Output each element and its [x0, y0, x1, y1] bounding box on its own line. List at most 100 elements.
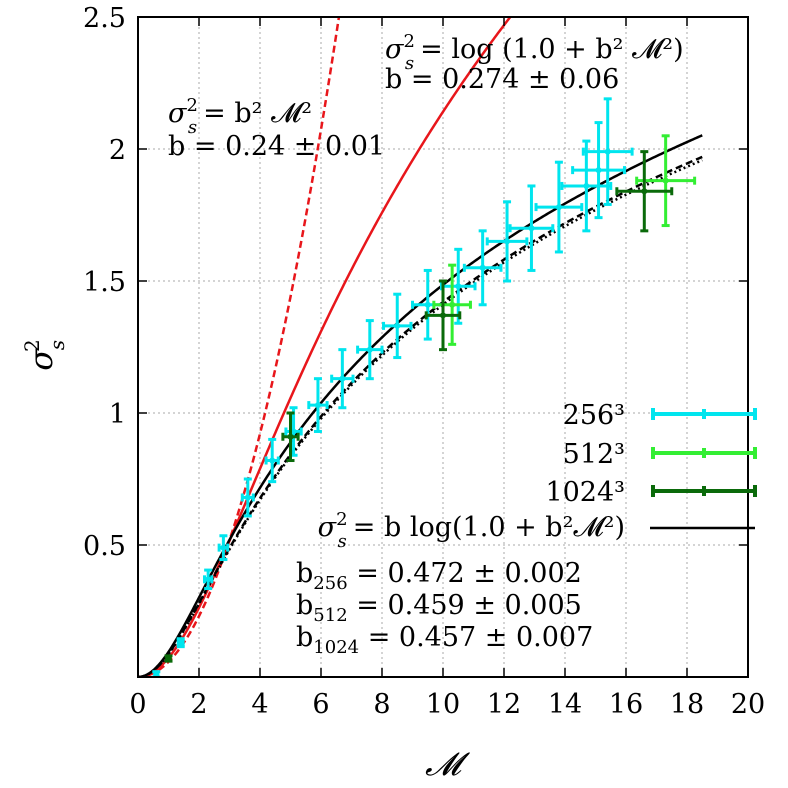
data-point — [356, 319, 384, 381]
legend-fit-label: σ2 s = b log(1.0 + b²𝓜²) — [318, 509, 625, 552]
series-0 — [152, 97, 634, 677]
point-marker — [177, 639, 184, 646]
data-point — [432, 263, 472, 346]
point-marker — [662, 177, 669, 184]
data-point — [462, 229, 503, 307]
fit-b-sub: 1024 — [313, 637, 359, 658]
legend-swatch-2 — [651, 485, 757, 497]
x-tick-label: 20 — [731, 689, 765, 720]
fit-lhs-main: σ — [318, 512, 338, 543]
x-tick-label: 2 — [190, 689, 207, 720]
point-marker — [287, 433, 294, 440]
data-point — [281, 411, 300, 463]
point-marker — [394, 322, 401, 329]
fit-b-sub: 256 — [313, 573, 347, 594]
fit-b-value: = 0.459 ± 0.005 — [348, 590, 582, 621]
log-lhs-sup: 2 — [403, 31, 414, 52]
model-curve-log-model — [138, 17, 512, 677]
point-marker — [244, 494, 251, 501]
point-marker — [504, 238, 511, 245]
data-point — [152, 670, 161, 677]
y-axis-title: σ2s — [20, 339, 69, 371]
point-marker — [479, 264, 486, 271]
y-axis-title-sup: 2 — [20, 339, 44, 352]
fit-b-main: b — [296, 622, 313, 653]
fit-b-line-0: b256 = 0.472 ± 0.002 — [296, 558, 582, 594]
plot-frame — [137, 16, 749, 678]
data-point — [508, 184, 555, 272]
fit-b-value: = 0.457 ± 0.007 — [359, 622, 593, 653]
point-marker — [440, 312, 446, 319]
log-lhs-sub: s — [405, 53, 414, 74]
series-2 — [164, 150, 674, 663]
y-tick-label: 1 — [109, 399, 126, 430]
point-marker — [269, 457, 276, 464]
data-point — [534, 160, 584, 254]
fit-b-line-2: b1024 = 0.457 ± 0.007 — [296, 622, 593, 658]
data-point — [264, 437, 280, 484]
data-point — [284, 406, 303, 457]
point-marker — [641, 188, 648, 195]
x-tick-label: 8 — [373, 689, 390, 720]
data-point — [330, 348, 355, 410]
y-axis-title-sub: s — [45, 340, 69, 350]
axis-ticks: 0 2 4 6 8 10 12 14 16 18 20 0.5 1 1.5 2 2.5 — [83, 3, 765, 720]
legend-swatch-1 — [651, 447, 757, 459]
data-point — [176, 637, 185, 649]
log-lhs-main: σ — [385, 34, 405, 65]
fit-lhs-sup: 2 — [336, 509, 347, 530]
fit-b-main: b — [296, 590, 313, 621]
point-marker — [583, 182, 590, 189]
data-point — [581, 97, 634, 206]
point-marker — [153, 671, 160, 677]
point-marker — [449, 301, 456, 308]
point-marker — [314, 402, 321, 409]
point-marker — [424, 301, 431, 308]
y-axis-title-main: σ — [22, 348, 60, 371]
point-marker — [455, 283, 462, 290]
fit-b-sub: 512 — [313, 605, 347, 626]
svg-text:σ2s: σ2s — [20, 339, 69, 371]
point-marker — [339, 375, 346, 382]
svg-text:σ2s= log (1.0 + b² 𝓜²): σ2 s = log (1.0 + b² 𝓜²) — [385, 31, 684, 74]
log-rhs: = log (1.0 + b² 𝓜²) — [420, 34, 684, 65]
fit-lhs-sub: s — [338, 531, 347, 552]
data-point — [217, 534, 230, 562]
linear-rhs: = b² 𝓜² — [203, 98, 312, 129]
legend-label-0: 256³ — [563, 400, 625, 431]
x-tick-label: 14 — [548, 689, 582, 720]
point-marker — [604, 148, 611, 155]
data-point — [202, 568, 214, 591]
linear-lhs-sub: s — [188, 117, 197, 138]
linear-b: b = 0.24 ± 0.01 — [168, 131, 385, 162]
data-point — [485, 200, 529, 283]
x-tick-label: 6 — [312, 689, 329, 720]
y-tick-label: 0.5 — [83, 531, 126, 562]
point-marker — [220, 544, 227, 551]
data-points — [152, 97, 697, 677]
point-marker — [165, 655, 172, 662]
point-marker — [555, 204, 562, 211]
model-curve-linear-model — [138, 17, 341, 677]
legend-label-2: 1024³ — [545, 477, 625, 508]
data-point — [164, 654, 173, 663]
annotation-linear-model: σ2 s = b² 𝓜² b = 0.24 ± 0.01 — [168, 95, 385, 162]
point-marker — [528, 225, 535, 232]
legend-label-1: 512³ — [563, 439, 625, 470]
legend-swatch-0 — [651, 408, 757, 420]
fit-b-line-1: b512 = 0.459 ± 0.005 — [296, 590, 582, 626]
y-tick-label: 2 — [109, 135, 126, 166]
series-1 — [432, 134, 697, 346]
log-b: b = 0.274 ± 0.06 — [385, 64, 619, 95]
data-point — [240, 477, 255, 518]
data-point — [560, 139, 613, 233]
y-tick-label: 1.5 — [83, 267, 126, 298]
fit-rhs: = b log(1.0 + b²𝓜²) — [353, 512, 625, 543]
linear-lhs-main: σ — [168, 98, 188, 129]
data-point — [307, 377, 329, 433]
data-point — [382, 292, 413, 360]
data-point — [571, 121, 626, 220]
x-tick-label: 16 — [609, 689, 643, 720]
